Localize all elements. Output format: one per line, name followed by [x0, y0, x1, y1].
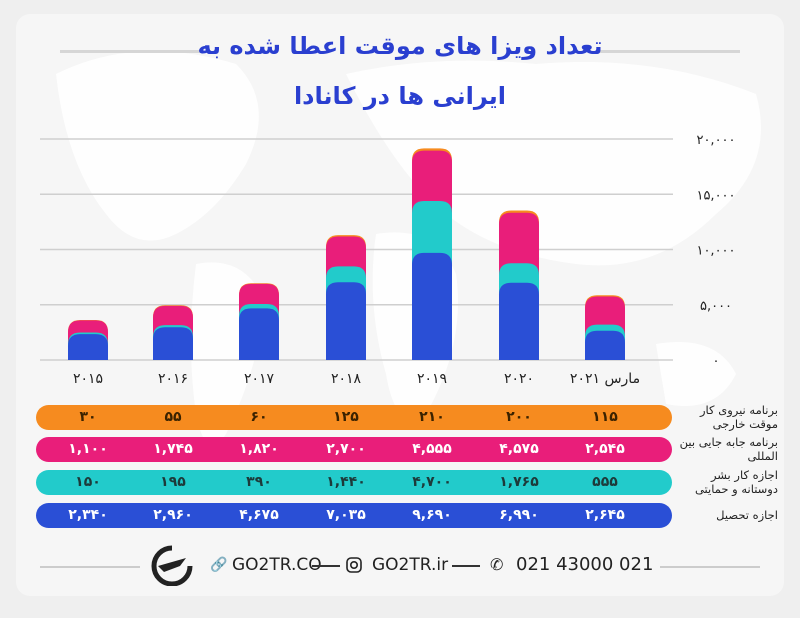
table-cell: ۴,۵۵۵ [412, 441, 452, 457]
y-tick-label: ۲۰,۰۰۰ [696, 133, 735, 148]
bar-segment [68, 334, 108, 360]
logo-plane-icon [151, 545, 193, 586]
table-cell: ۱۵۰ [75, 474, 101, 490]
y-tick-label: ۵,۰۰۰ [700, 299, 732, 314]
instagram-link[interactable]: GO2TR.ir [372, 555, 449, 575]
table-cell: ۶۰ [250, 409, 268, 425]
series-label: برنامه جابه جایی بین المللی [679, 435, 778, 463]
table-row: ۱,۱۰۰ ۱,۷۴۵ ۱,۸۲۰ ۲,۷۰۰ ۴,۵۵۵ ۴,۵۷۵ ۲,۵۴۵ [36, 437, 672, 462]
table-cell: ۲۱۰ [419, 409, 445, 425]
y-tick-label: ۱۵,۰۰۰ [696, 188, 735, 203]
table-cell: ۳۹۰ [246, 474, 272, 490]
x-tick-label: ۲۰۱۸ [331, 371, 362, 387]
bar-segment [499, 282, 539, 360]
phone-number[interactable]: 021 43000 021 [516, 554, 654, 575]
title-divider-left [60, 50, 200, 53]
bar-segment [326, 282, 366, 360]
series-label: اجازه کار بشر دوستانه و حمایتی [694, 468, 778, 496]
table-cell: ۱۹۵ [160, 474, 186, 490]
bar-segment [585, 330, 625, 360]
table-row: ۱۵۰ ۱۹۵ ۳۹۰ ۱,۴۴۰ ۴,۷۰۰ ۱,۷۶۵ ۵۵۵ [36, 470, 672, 495]
table-cell: ۲۰۰ [506, 409, 532, 425]
x-tick-label: ۲۰۱۷ [244, 371, 275, 387]
title-divider-right [600, 50, 740, 53]
x-tick-label: ۲۰۱۶ [158, 371, 188, 387]
table-cell: ۷,۰۳۵ [326, 507, 366, 523]
table-cell: ۵۵۵ [592, 474, 618, 490]
table-cell: ۶,۹۹۰ [499, 507, 539, 523]
bar-segment [412, 252, 452, 360]
series-label: اجازه تحصیل [716, 508, 778, 522]
table-cell: ۲,۷۰۰ [326, 441, 366, 457]
link-icon: 🔗 [210, 557, 228, 573]
table-cell: ۴,۷۰۰ [412, 474, 452, 490]
instagram-icon [346, 557, 362, 573]
table-cell: ۱۲۵ [333, 409, 359, 425]
chart-title-line-1: تعداد ویزا های موقت اعطا شده به [197, 32, 603, 60]
table-cell: ۲,۹۶۰ [153, 507, 193, 523]
table-cell: ۱,۸۲۰ [239, 441, 279, 457]
footer-dash [312, 565, 340, 567]
table-cell: ۴,۵۷۵ [499, 441, 539, 457]
y-tick-label: ۱۰,۰۰۰ [696, 244, 735, 259]
footer-dash [452, 565, 480, 567]
x-tick-label: مارس ۲۰۲۱ [570, 371, 640, 387]
table-cell: ۱۱۵ [592, 409, 618, 425]
bar-segment [153, 327, 193, 360]
table-cell: ۱,۴۴۰ [326, 474, 366, 490]
footer-divider-right [660, 566, 760, 568]
footer-divider-left [40, 566, 140, 568]
table-cell: ۱,۱۰۰ [68, 441, 108, 457]
table-cell: ۳۰ [79, 409, 97, 425]
series-label: برنامه نیروی کار موقت خارجی [700, 403, 778, 431]
table-cell: ۵۵ [164, 409, 182, 425]
website-link[interactable]: GO2TR.CO [232, 555, 322, 575]
table-cell: ۴,۶۷۵ [239, 507, 279, 523]
x-tick-label: ۲۰۲۰ [504, 371, 534, 387]
table-cell: ۲,۶۴۵ [585, 507, 625, 523]
table-cell: ۹,۶۹۰ [412, 507, 452, 523]
stacked-bar-chart: ۰ ۵,۰۰۰ ۱۰,۰۰۰ ۱۵,۰۰۰ ۲۰,۰۰۰ ۲۰۱۵ ۲۰۱۶ ۲۰۱۷ ۲۰۱۸… [40, 133, 736, 387]
table-row: ۲,۳۴۰ ۲,۹۶۰ ۴,۶۷۵ ۷,۰۳۵ ۹,۶۹۰ ۶,۹۹۰ ۲,۶۴۵ [36, 503, 672, 528]
x-tick-label: ۲۰۱۵ [73, 371, 103, 387]
table-cell: ۱,۷۴۵ [153, 441, 193, 457]
x-tick-label: ۲۰۱۹ [417, 371, 447, 387]
table-cell: ۱,۷۶۵ [499, 474, 539, 490]
table-cell: ۲,۵۴۵ [585, 441, 625, 457]
bar-segment [239, 308, 279, 360]
y-tick-label: ۰ [713, 354, 720, 369]
phone-icon: ✆ [490, 555, 504, 574]
table-row: ۳۰ ۵۵ ۶۰ ۱۲۵ ۲۱۰ ۲۰۰ ۱۱۵ [36, 405, 672, 430]
footer: 🔗 GO2TR.CO GO2TR.ir ✆ 021 43000 021 [0, 545, 800, 586]
table-cell: ۲,۳۴۰ [68, 507, 108, 523]
chart-title-line-2: ایرانی ها در کانادا [293, 82, 507, 110]
